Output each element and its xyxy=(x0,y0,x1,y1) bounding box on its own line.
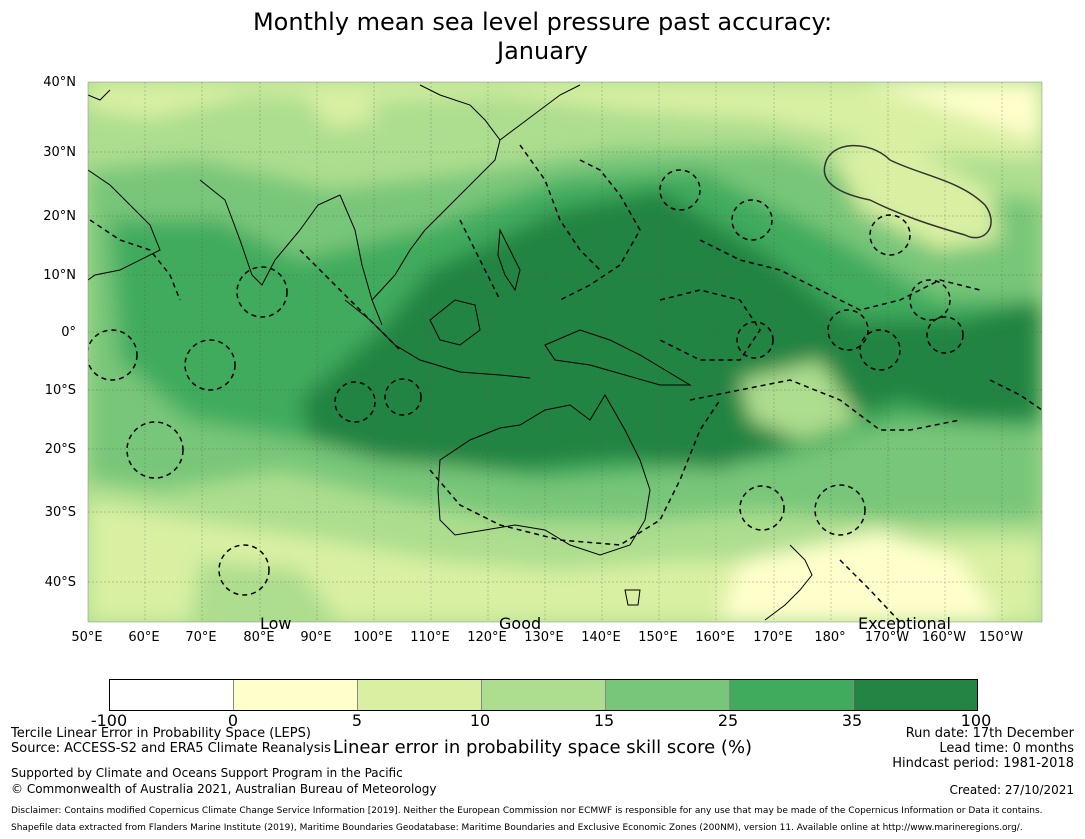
lat-label: 30°N xyxy=(43,145,76,160)
lon-label: 50°E xyxy=(71,630,103,645)
colorbar-bin xyxy=(730,680,854,710)
lon-label: 140°E xyxy=(581,630,621,645)
copyright-line: © Commonwealth of Australia 2021, Austra… xyxy=(11,782,437,796)
lon-label: 100°E xyxy=(353,630,393,645)
title-line-1: Monthly mean sea level pressure past acc… xyxy=(252,8,833,36)
source-line: Source: ACCESS-S2 and ERA5 Climate Reana… xyxy=(11,741,331,756)
hindcast-period: Hindcast period: 1981-2018 xyxy=(892,756,1074,771)
colorbar-tick: 0 xyxy=(227,711,239,730)
colorbar-tick: 15 xyxy=(593,711,615,730)
lat-label: 40°N xyxy=(43,75,76,90)
support-line: Supported by Climate and Oceans Support … xyxy=(11,766,403,780)
run-date: Run date: 17th December xyxy=(905,726,1074,741)
colorbar-tick: -100 xyxy=(90,711,128,730)
lon-label: 60°E xyxy=(128,630,160,645)
category-good: Good xyxy=(499,614,542,633)
disclaimer-copernicus: Disclaimer: Contains modified Copernicus… xyxy=(11,806,1043,816)
disclaimer-shapefile: Shapefile data extracted from Flanders M… xyxy=(11,823,1023,833)
colorbar xyxy=(109,679,978,711)
eez-boundaries xyxy=(88,144,1042,622)
coastlines xyxy=(88,84,813,621)
colorbar-bin xyxy=(234,680,358,710)
lon-label: 180° xyxy=(814,630,846,645)
category-low: Low xyxy=(260,614,292,633)
lon-label: 150°W xyxy=(978,630,1024,645)
lon-label: 130°E xyxy=(524,630,564,645)
lat-label: 0° xyxy=(61,325,76,340)
lon-label: 70°E xyxy=(185,630,217,645)
lon-label: 80°E xyxy=(243,630,275,645)
chart-title: Monthly mean sea level pressure past acc… xyxy=(0,8,1085,66)
lon-label: 120°E xyxy=(467,630,507,645)
lon-label: 160°E xyxy=(695,630,735,645)
lat-label: 30°S xyxy=(44,505,76,520)
colorbar-tick: 100 xyxy=(960,711,992,730)
graticule xyxy=(88,82,1042,622)
colorbar-bin xyxy=(482,680,606,710)
colorbar-tick: 5 xyxy=(351,711,363,730)
lon-label: 90°E xyxy=(300,630,332,645)
colorbar-tick: 10 xyxy=(469,711,491,730)
colorbar-label: Linear error in probability space skill … xyxy=(332,737,753,758)
colorbar-bin xyxy=(110,680,234,710)
lon-label: 170°W xyxy=(864,630,910,645)
lon-label: 170°E xyxy=(753,630,793,645)
title-line-2: January xyxy=(497,37,588,65)
colorbar-tick: 25 xyxy=(717,711,739,730)
map-frame xyxy=(87,81,1043,623)
lon-label: 160°W xyxy=(921,630,967,645)
method-line: Tercile Linear Error in Probability Spac… xyxy=(11,726,311,741)
colorbar-tick: 35 xyxy=(841,711,863,730)
lon-label: 150°E xyxy=(638,630,678,645)
lat-label: 40°S xyxy=(44,575,76,590)
lat-label: 10°N xyxy=(43,268,76,283)
lat-label: 10°S xyxy=(44,383,76,398)
lead-time: Lead time: 0 months xyxy=(939,741,1074,756)
colorbar-bin xyxy=(606,680,730,710)
skill-map xyxy=(87,81,1043,623)
hawaii-eez xyxy=(823,144,992,239)
created-date: Created: 27/10/2021 xyxy=(949,783,1074,797)
colorbar-bin xyxy=(854,680,977,710)
lat-label: 20°N xyxy=(43,209,76,224)
lat-label: 20°S xyxy=(44,442,76,457)
lon-label: 110°E xyxy=(410,630,450,645)
colorbar-bin xyxy=(358,680,482,710)
skill-field xyxy=(88,82,1042,622)
category-exceptional: Exceptional xyxy=(858,614,951,633)
